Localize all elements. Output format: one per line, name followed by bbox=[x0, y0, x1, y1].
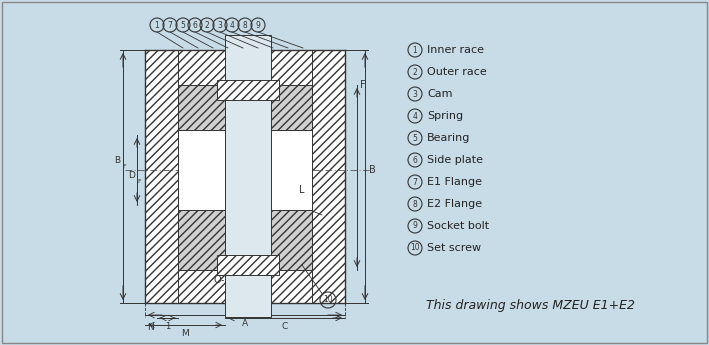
Text: 8: 8 bbox=[413, 199, 418, 208]
Polygon shape bbox=[312, 50, 345, 303]
Polygon shape bbox=[217, 80, 279, 100]
Text: 10: 10 bbox=[411, 244, 420, 253]
Polygon shape bbox=[178, 85, 312, 130]
Polygon shape bbox=[217, 255, 279, 275]
Text: 6: 6 bbox=[193, 20, 197, 30]
Text: This drawing shows MZEU E1+E2: This drawing shows MZEU E1+E2 bbox=[425, 298, 635, 312]
Polygon shape bbox=[225, 35, 271, 317]
Text: D: D bbox=[128, 170, 135, 179]
Text: M: M bbox=[181, 329, 189, 338]
Text: 3: 3 bbox=[218, 20, 223, 30]
Text: F: F bbox=[137, 179, 140, 184]
Polygon shape bbox=[178, 270, 312, 303]
Text: L: L bbox=[298, 185, 304, 195]
Text: Set screw: Set screw bbox=[427, 243, 481, 253]
Text: Cam: Cam bbox=[427, 89, 452, 99]
Text: F: F bbox=[122, 164, 125, 169]
Text: Bearing: Bearing bbox=[427, 133, 470, 143]
Text: 1: 1 bbox=[155, 20, 160, 30]
Polygon shape bbox=[145, 50, 178, 303]
Text: 10: 10 bbox=[323, 296, 333, 305]
Text: 5: 5 bbox=[181, 20, 186, 30]
Text: A: A bbox=[242, 319, 248, 328]
Text: 7: 7 bbox=[413, 177, 418, 187]
Text: C: C bbox=[282, 322, 288, 331]
Text: 4: 4 bbox=[230, 20, 235, 30]
Polygon shape bbox=[178, 210, 312, 270]
Text: F: F bbox=[360, 80, 366, 90]
Text: B: B bbox=[369, 165, 376, 175]
Text: 1: 1 bbox=[165, 322, 170, 331]
Text: 6: 6 bbox=[413, 156, 418, 165]
Text: 7: 7 bbox=[167, 20, 172, 30]
Text: Spring: Spring bbox=[427, 111, 463, 121]
Text: E2 Flange: E2 Flange bbox=[427, 199, 482, 209]
Text: 9: 9 bbox=[255, 20, 260, 30]
Text: 8: 8 bbox=[242, 20, 247, 30]
Text: 2: 2 bbox=[205, 20, 209, 30]
Text: Outer race: Outer race bbox=[427, 67, 487, 77]
Text: 2: 2 bbox=[413, 68, 418, 77]
Text: B: B bbox=[114, 156, 120, 165]
Text: 1: 1 bbox=[413, 46, 418, 55]
Text: Side plate: Side plate bbox=[427, 155, 483, 165]
Text: E1 Flange: E1 Flange bbox=[427, 177, 482, 187]
Text: 3: 3 bbox=[413, 89, 418, 99]
Polygon shape bbox=[178, 130, 312, 210]
Polygon shape bbox=[178, 50, 312, 85]
Text: Inner race: Inner race bbox=[427, 45, 484, 55]
Text: 4: 4 bbox=[413, 111, 418, 120]
Text: N: N bbox=[147, 323, 153, 332]
Text: Socket bolt: Socket bolt bbox=[427, 221, 489, 231]
Text: O-P: O-P bbox=[213, 275, 230, 285]
Text: 5: 5 bbox=[413, 134, 418, 142]
Text: 9: 9 bbox=[413, 221, 418, 230]
